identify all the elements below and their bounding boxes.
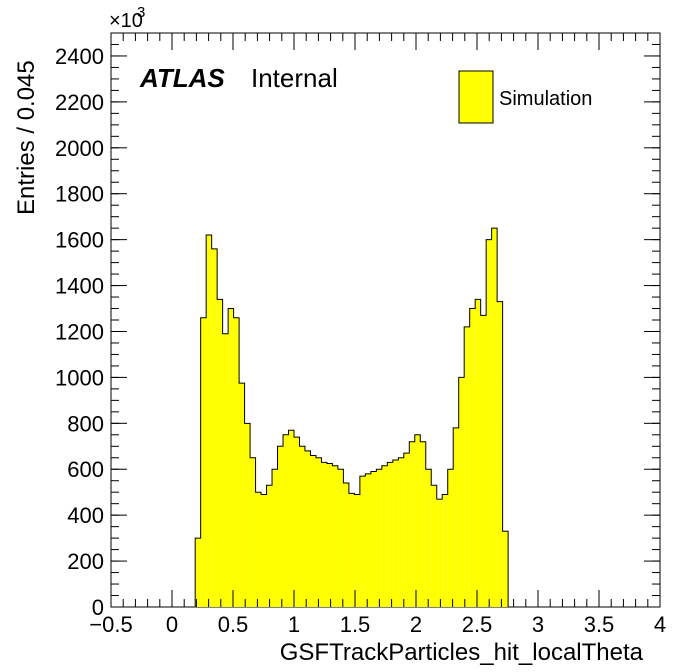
histogram-bar xyxy=(480,315,487,607)
x-tick-label: 0.5 xyxy=(218,612,249,637)
histogram-bar xyxy=(458,377,465,607)
histogram-bar xyxy=(299,446,305,607)
histogram-bar xyxy=(359,476,366,607)
x-tick-label: 0 xyxy=(166,612,178,637)
y-tick-label: 2000 xyxy=(55,136,104,161)
y-tick-labels: 0 200 400 600 800 1000 1200 1400 1600 1800 2000 220… xyxy=(55,44,104,620)
y-tick-label: 600 xyxy=(67,457,104,482)
x-tick-label: 3 xyxy=(532,612,544,637)
histogram-bar xyxy=(464,326,470,607)
y-tick-label: 1800 xyxy=(55,182,104,207)
histogram-bar xyxy=(315,457,322,607)
y-tick-label: 200 xyxy=(67,549,104,574)
histogram-bar xyxy=(244,423,251,607)
histogram-bar xyxy=(283,434,289,607)
histogram-bar xyxy=(255,492,262,607)
y-tick-label: 2200 xyxy=(55,90,104,115)
histogram-bar xyxy=(497,301,503,607)
histogram-bar xyxy=(376,469,382,607)
histogram-bar xyxy=(294,437,300,607)
x-tick-labels: −0.5 0 0.5 1 1.5 2 2.5 3 3.5 4 xyxy=(89,612,666,637)
histogram-bar xyxy=(403,453,410,607)
histogram-bar xyxy=(420,441,426,607)
axis-ticks xyxy=(110,32,661,608)
histogram-bar xyxy=(200,317,207,607)
x-tick-label: 1 xyxy=(288,612,300,637)
histogram-bar xyxy=(431,485,437,607)
histogram-bar xyxy=(222,333,229,607)
histogram-bar xyxy=(326,463,333,607)
legend: Simulation xyxy=(458,70,592,124)
y-tick-label: 1400 xyxy=(55,274,104,299)
y-tick-label: 0 xyxy=(92,595,104,620)
histogram-bar xyxy=(261,494,267,607)
histogram-bar xyxy=(469,308,476,607)
histogram-bar xyxy=(266,485,273,607)
histogram-bar xyxy=(387,462,393,607)
internal-label: Internal xyxy=(251,63,338,93)
histogram-bar xyxy=(370,471,377,607)
histogram-bar xyxy=(442,494,448,607)
histogram-bar xyxy=(348,493,355,607)
x-tick-label: −0.5 xyxy=(89,612,132,637)
histogram-bar xyxy=(354,494,360,607)
histogram-bar xyxy=(436,499,443,607)
histogram-bar xyxy=(425,469,432,607)
x-tick-label: 2 xyxy=(410,612,422,637)
y-tick-label: 1600 xyxy=(55,228,104,253)
legend-swatch xyxy=(458,70,494,124)
histogram-outline xyxy=(194,227,509,607)
histogram-bar xyxy=(206,235,212,607)
atlas-label: ATLAS xyxy=(139,63,225,93)
histogram-bar xyxy=(195,538,201,607)
histogram-bar xyxy=(250,457,256,607)
histogram-bar xyxy=(337,469,344,607)
histogram-bar xyxy=(453,427,459,607)
y-multiplier: ×10 xyxy=(109,10,143,32)
histogram-bar xyxy=(447,469,454,607)
histogram-bar xyxy=(332,465,338,607)
histogram-bar xyxy=(217,299,223,607)
histogram-bar xyxy=(392,460,399,607)
legend-entry-simulation: Simulation xyxy=(499,88,592,110)
histogram-bar xyxy=(277,446,284,607)
histogram-bars xyxy=(194,227,509,607)
y-tick-label: 2400 xyxy=(55,44,104,69)
histogram-bar xyxy=(233,317,240,607)
histogram-bar xyxy=(381,465,388,607)
histogram-bar xyxy=(491,228,498,607)
histogram-bar xyxy=(304,450,311,607)
histogram-bar xyxy=(272,469,278,607)
x-tick-label: 2.5 xyxy=(462,612,493,637)
histogram-bar xyxy=(211,248,218,607)
y-tick-label: 400 xyxy=(67,503,104,528)
y-tick-label: 800 xyxy=(67,411,104,436)
x-axis-title: GSFTrackParticles_hit_localTheta xyxy=(280,639,644,666)
y-tick-label: 1200 xyxy=(55,319,104,344)
histogram-bar xyxy=(502,531,509,607)
histogram-bar xyxy=(409,441,415,607)
y-multiplier-exponent: 3 xyxy=(137,4,145,21)
y-tick-label: 1000 xyxy=(55,365,104,390)
histogram-bar xyxy=(321,462,327,607)
histogram-bar xyxy=(365,473,371,607)
histogram-bar xyxy=(486,239,492,607)
histogram-bar xyxy=(414,434,421,607)
histogram-bar xyxy=(475,299,481,607)
x-tick-label: 4 xyxy=(654,612,666,637)
histogram-bar xyxy=(343,483,349,607)
histogram-bar xyxy=(288,430,294,607)
histogram-bar xyxy=(310,455,316,607)
histogram-bar xyxy=(228,308,234,607)
histogram-bar xyxy=(239,383,245,607)
x-tick-label: 3.5 xyxy=(584,612,615,637)
y-axis-title: Entries / 0.045 xyxy=(13,60,40,215)
x-tick-label: 1.5 xyxy=(340,612,371,637)
histogram-bar xyxy=(398,457,404,607)
